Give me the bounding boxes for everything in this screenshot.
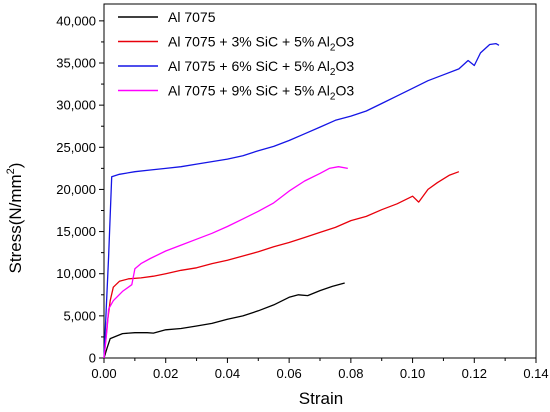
legend: Al 7075 Al 7075 + 3% SiC + 5% Al2O3 Al 707… bbox=[118, 9, 354, 103]
y-tick-label: 35,000 bbox=[56, 56, 96, 71]
series-line-2 bbox=[103, 171, 460, 359]
y-axis-title: Stress(N/mm2) bbox=[5, 163, 25, 274]
y-tick-label: 30,000 bbox=[56, 98, 96, 113]
series-line-4 bbox=[103, 166, 348, 359]
y-tick-label: 10,000 bbox=[56, 266, 96, 281]
series-line-1 bbox=[103, 282, 345, 359]
y-tick-label: 20,000 bbox=[56, 182, 96, 197]
x-tick-label: 0.08 bbox=[338, 366, 363, 381]
x-tick-label: 0.06 bbox=[276, 366, 301, 381]
y-tick-label: 0 bbox=[89, 351, 96, 366]
y-tick-label: 15,000 bbox=[56, 224, 96, 239]
x-tick-label: 0.02 bbox=[153, 366, 178, 381]
y-tick-label: 5,000 bbox=[63, 308, 96, 323]
axes: 0.00 0.02 0.04 0.06 0.08 0.10 0.12 0.14 0 5,000 10… bbox=[56, 3, 549, 381]
x-tick-label: 0.00 bbox=[91, 366, 116, 381]
x-tick-label: 0.14 bbox=[523, 366, 548, 381]
x-tick-label: 0.12 bbox=[462, 366, 487, 381]
legend-label: Al 7075 + 6% SiC + 5% Al2O3 bbox=[168, 58, 354, 78]
x-axis-title: Strain bbox=[299, 389, 343, 408]
series-line-3 bbox=[103, 42, 500, 359]
y-tick-label: 40,000 bbox=[56, 13, 96, 28]
legend-label: Al 7075 + 9% SiC + 5% Al2O3 bbox=[168, 83, 354, 103]
y-tick-label: 25,000 bbox=[56, 140, 96, 155]
legend-label: Al 7075 bbox=[168, 9, 216, 25]
series-lines bbox=[103, 42, 500, 359]
x-tick-label: 0.04 bbox=[215, 366, 240, 381]
legend-label: Al 7075 + 3% SiC + 5% Al2O3 bbox=[168, 34, 354, 54]
x-tick-label: 0.10 bbox=[400, 366, 425, 381]
